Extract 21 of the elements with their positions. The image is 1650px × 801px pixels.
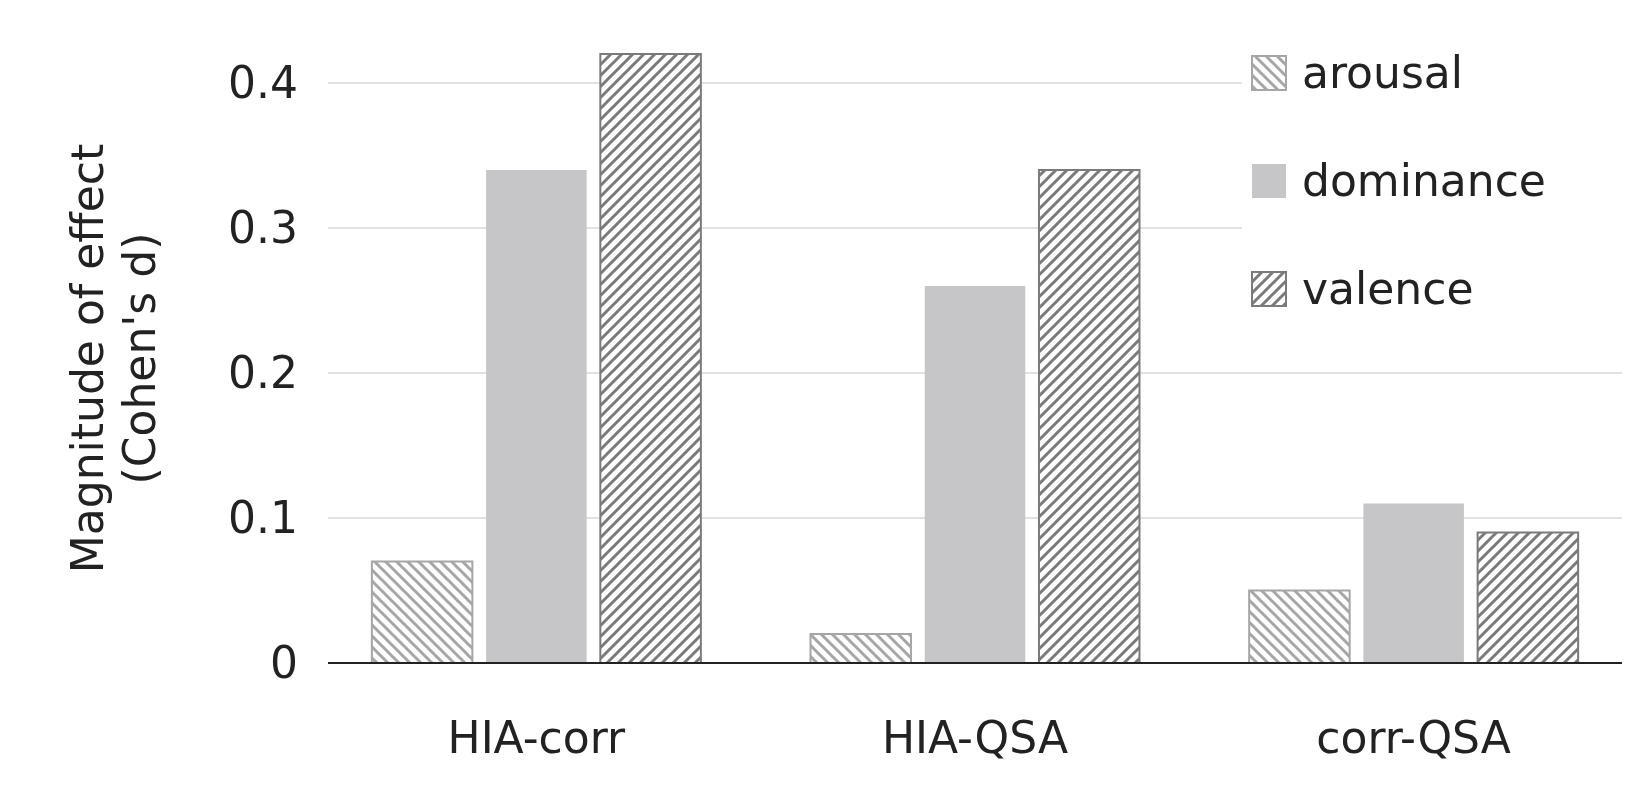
legend-label: dominance bbox=[1302, 155, 1546, 207]
y-tick-label: 0.2 bbox=[228, 347, 298, 399]
x-tick-label: corr-QSA bbox=[1316, 712, 1511, 763]
y-axis-title: Magnitude of effect (Cohen's d) bbox=[62, 143, 165, 574]
legend-label: arousal bbox=[1302, 47, 1464, 99]
y-tick-label: 0.3 bbox=[228, 202, 298, 254]
bar bbox=[1363, 503, 1464, 663]
bar bbox=[1248, 589, 1351, 664]
x-tick-label: HIA-corr bbox=[447, 712, 627, 763]
x-tick-label: HIA-QSA bbox=[881, 712, 1069, 763]
bar bbox=[486, 170, 587, 663]
bar bbox=[599, 53, 702, 664]
bar bbox=[924, 286, 1026, 663]
bar bbox=[1037, 169, 1141, 664]
bar bbox=[809, 633, 913, 664]
bar bbox=[370, 560, 474, 664]
legend-label: valence bbox=[1302, 263, 1474, 315]
y-tick-label: 0 bbox=[270, 637, 298, 689]
y-tick-label: 0.1 bbox=[228, 492, 298, 544]
y-tick-label: 0.4 bbox=[228, 57, 298, 109]
bar bbox=[1476, 531, 1580, 664]
